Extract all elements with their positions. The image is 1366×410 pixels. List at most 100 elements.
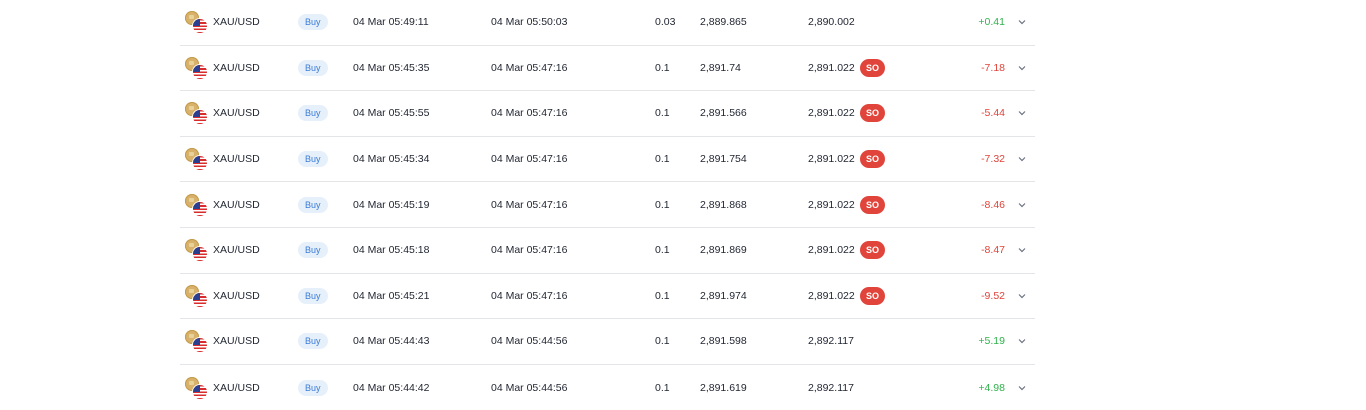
symbol-icon bbox=[185, 56, 207, 79]
open-price: 2,891.868 bbox=[700, 198, 747, 211]
chevron-down-icon[interactable] bbox=[1017, 154, 1027, 164]
volume: 0.1 bbox=[655, 335, 670, 348]
symbol-label: XAU/USD bbox=[213, 107, 260, 120]
close-price: 2,891.022 bbox=[808, 107, 855, 120]
symbol-label: XAU/USD bbox=[213, 16, 260, 29]
symbol-icon bbox=[185, 193, 207, 216]
us-flag-icon bbox=[193, 201, 207, 216]
close-price: 2,892.117 bbox=[808, 381, 854, 394]
chevron-down-icon[interactable] bbox=[1017, 108, 1027, 118]
close-price: 2,892.117 bbox=[808, 335, 854, 348]
table-row[interactable]: XAU/USD Buy 04 Mar 05:49:11 04 Mar 05:50… bbox=[180, 0, 1035, 46]
side-badge: Buy bbox=[298, 14, 328, 31]
chevron-down-icon[interactable] bbox=[1017, 383, 1027, 393]
open-time: 04 Mar 05:44:42 bbox=[353, 381, 430, 394]
open-time: 04 Mar 05:45:35 bbox=[353, 61, 430, 74]
close-time: 04 Mar 05:47:16 bbox=[491, 61, 568, 74]
side-badge: Buy bbox=[298, 333, 328, 350]
close-time: 04 Mar 05:47:16 bbox=[491, 198, 568, 211]
table-row[interactable]: XAU/USD Buy 04 Mar 05:44:43 04 Mar 05:44… bbox=[180, 319, 1035, 365]
open-price: 2,891.974 bbox=[700, 289, 747, 302]
close-price: 2,891.022 bbox=[808, 198, 855, 211]
side-badge: Buy bbox=[298, 242, 328, 259]
open-time: 04 Mar 05:45:19 bbox=[353, 198, 430, 211]
table-row[interactable]: XAU/USD Buy 04 Mar 05:45:35 04 Mar 05:47… bbox=[180, 46, 1035, 92]
side-badge: Buy bbox=[298, 59, 328, 76]
close-time: 04 Mar 05:47:16 bbox=[491, 244, 568, 257]
volume: 0.1 bbox=[655, 198, 670, 211]
symbol-icon bbox=[185, 11, 207, 34]
chevron-down-icon[interactable] bbox=[1017, 200, 1027, 210]
open-time: 04 Mar 05:44:43 bbox=[353, 335, 430, 348]
table-row[interactable]: XAU/USD Buy 04 Mar 05:44:42 04 Mar 05:44… bbox=[180, 365, 1035, 410]
close-time: 04 Mar 05:47:16 bbox=[491, 289, 568, 302]
chevron-down-icon[interactable] bbox=[1017, 336, 1027, 346]
us-flag-icon bbox=[193, 156, 207, 171]
open-time: 04 Mar 05:45:55 bbox=[353, 107, 430, 120]
close-price: 2,891.022 bbox=[808, 289, 855, 302]
open-price: 2,891.754 bbox=[700, 153, 747, 166]
symbol-icon bbox=[185, 330, 207, 353]
table-row[interactable]: XAU/USD Buy 04 Mar 05:45:21 04 Mar 05:47… bbox=[180, 274, 1035, 320]
profit-value: -7.32 bbox=[981, 153, 1005, 166]
side-badge: Buy bbox=[298, 151, 328, 168]
symbol-icon bbox=[185, 239, 207, 262]
volume: 0.1 bbox=[655, 107, 670, 120]
table-row[interactable]: XAU/USD Buy 04 Mar 05:45:34 04 Mar 05:47… bbox=[180, 137, 1035, 183]
profit-value: -7.18 bbox=[981, 61, 1005, 74]
side-badge: Buy bbox=[298, 196, 328, 213]
profit-value: -8.47 bbox=[981, 244, 1005, 257]
table-row[interactable]: XAU/USD Buy 04 Mar 05:45:55 04 Mar 05:47… bbox=[180, 91, 1035, 137]
us-flag-icon bbox=[193, 110, 207, 125]
volume: 0.1 bbox=[655, 153, 670, 166]
chevron-down-icon[interactable] bbox=[1017, 291, 1027, 301]
open-time: 04 Mar 05:45:34 bbox=[353, 153, 430, 166]
chevron-down-icon[interactable] bbox=[1017, 17, 1027, 27]
profit-value: +4.98 bbox=[978, 381, 1005, 394]
open-price: 2,891.869 bbox=[700, 244, 747, 257]
volume: 0.1 bbox=[655, 381, 670, 394]
close-time: 04 Mar 05:47:16 bbox=[491, 107, 568, 120]
trade-history-table: XAU/USD Buy 04 Mar 05:49:11 04 Mar 05:50… bbox=[180, 0, 1035, 410]
us-flag-icon bbox=[193, 247, 207, 262]
side-badge: Buy bbox=[298, 379, 328, 396]
profit-value: -5.44 bbox=[981, 107, 1005, 120]
side-badge: Buy bbox=[298, 287, 328, 304]
volume: 0.03 bbox=[655, 16, 676, 29]
table-row[interactable]: XAU/USD Buy 04 Mar 05:45:18 04 Mar 05:47… bbox=[180, 228, 1035, 274]
volume: 0.1 bbox=[655, 289, 670, 302]
us-flag-icon bbox=[193, 64, 207, 79]
us-flag-icon bbox=[193, 19, 207, 34]
chevron-down-icon[interactable] bbox=[1017, 245, 1027, 255]
close-time: 04 Mar 05:50:03 bbox=[491, 16, 568, 29]
open-price: 2,889.865 bbox=[700, 16, 747, 29]
symbol-icon bbox=[185, 102, 207, 125]
symbol-label: XAU/USD bbox=[213, 198, 260, 211]
symbol-label: XAU/USD bbox=[213, 61, 260, 74]
open-time: 04 Mar 05:45:21 bbox=[353, 289, 430, 302]
open-price: 2,891.74 bbox=[700, 61, 741, 74]
open-price: 2,891.619 bbox=[700, 381, 747, 394]
volume: 0.1 bbox=[655, 244, 670, 257]
open-time: 04 Mar 05:49:11 bbox=[353, 16, 429, 29]
symbol-label: XAU/USD bbox=[213, 381, 260, 394]
stop-out-badge: SO bbox=[860, 286, 886, 305]
stop-out-badge: SO bbox=[860, 104, 886, 123]
symbol-label: XAU/USD bbox=[213, 153, 260, 166]
table-row[interactable]: XAU/USD Buy 04 Mar 05:45:19 04 Mar 05:47… bbox=[180, 182, 1035, 228]
symbol-label: XAU/USD bbox=[213, 289, 260, 302]
profit-value: -9.52 bbox=[981, 289, 1005, 302]
side-badge: Buy bbox=[298, 105, 328, 122]
symbol-label: XAU/USD bbox=[213, 244, 260, 257]
symbol-icon bbox=[185, 376, 207, 399]
close-price: 2,891.022 bbox=[808, 61, 855, 74]
stop-out-badge: SO bbox=[860, 195, 886, 214]
profit-value: -8.46 bbox=[981, 198, 1005, 211]
close-time: 04 Mar 05:44:56 bbox=[491, 381, 568, 394]
open-time: 04 Mar 05:45:18 bbox=[353, 244, 430, 257]
symbol-icon bbox=[185, 148, 207, 171]
us-flag-icon bbox=[193, 292, 207, 307]
symbol-label: XAU/USD bbox=[213, 335, 260, 348]
profit-value: +5.19 bbox=[978, 335, 1005, 348]
chevron-down-icon[interactable] bbox=[1017, 63, 1027, 73]
